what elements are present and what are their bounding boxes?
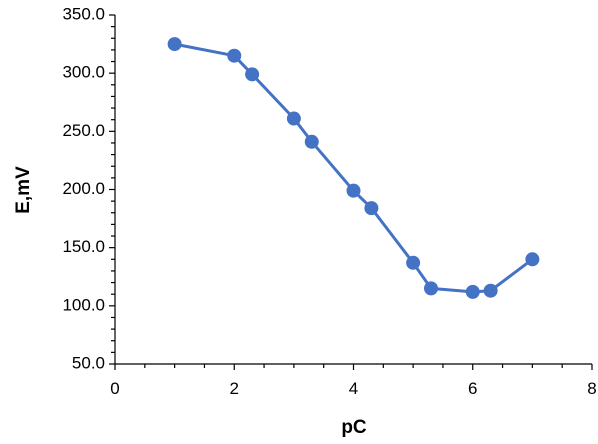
series-line [173,42,534,294]
x-tick-label: 6 [468,379,477,398]
series-line-group [173,42,534,294]
y-tick-label: 150.0 [62,237,105,256]
x-tick-label: 0 [110,379,119,398]
x-tick-label: 4 [349,379,358,398]
x-tick-label: 8 [587,379,596,398]
data-point [406,255,421,270]
x-tick-label: 2 [230,379,239,398]
y-axis-title: E,mV [13,166,34,214]
markers [167,37,540,299]
y-tick-label: 200.0 [62,179,105,198]
data-point [286,111,301,126]
data-point [167,37,182,52]
y-tick-label: 50.0 [72,353,105,372]
data-point [304,134,319,149]
data-point [483,283,498,298]
data-point [364,201,379,216]
data-point [465,284,480,299]
y-tick-label: 250.0 [62,121,105,140]
data-point [424,281,439,296]
y-tick-label: 300.0 [62,63,105,82]
tick-labels: 50.0 100.0 150.0 200.0 250.0 300.0 350.0 0 2 4 6 8 [62,4,596,398]
y-tick-label: 100.0 [62,295,105,314]
axes [109,14,593,370]
data-point [245,67,260,82]
y-axis-title-group: E,mV [13,166,34,214]
x-axis-title: pC [341,417,367,438]
data-point [227,48,242,63]
y-tick-label: 350.0 [62,4,105,23]
data-point [525,252,540,267]
data-point [346,183,361,198]
